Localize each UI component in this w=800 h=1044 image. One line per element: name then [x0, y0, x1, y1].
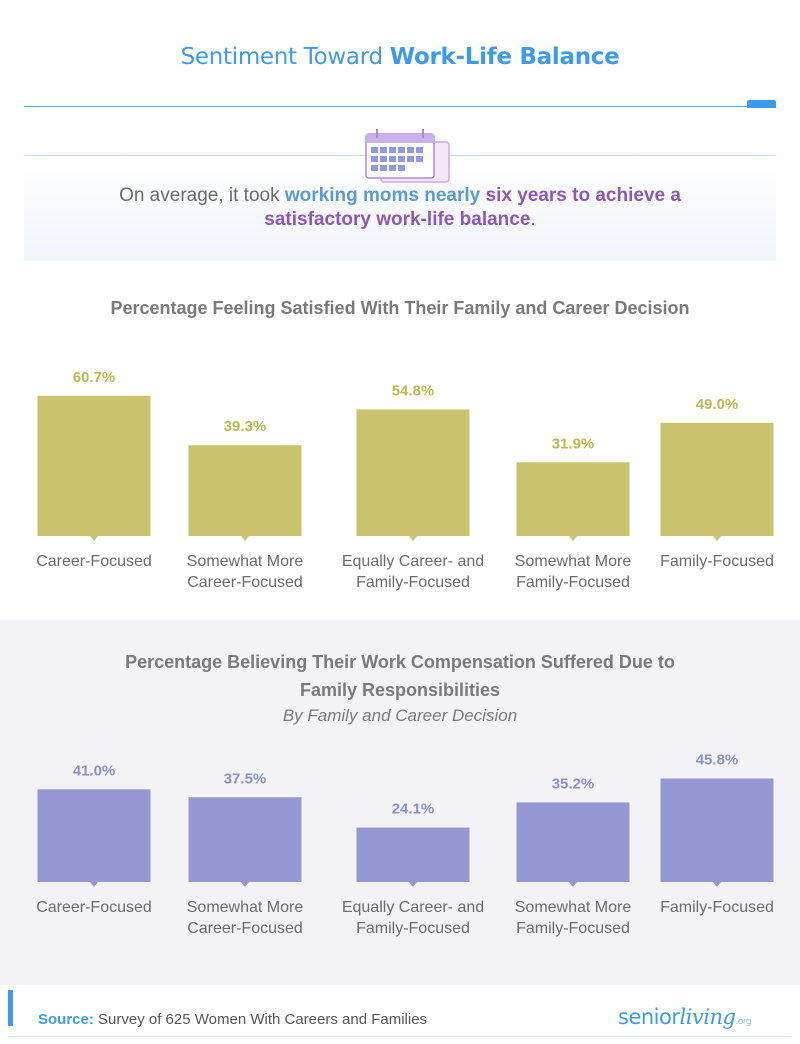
chart-category-label: Career-Focused: [36, 899, 152, 916]
chart-data-label: 37.5%: [224, 770, 267, 787]
callout-highlight-purple: six years to achieve a: [480, 185, 681, 206]
chart-bar: [660, 778, 774, 882]
chart-category-label: Family-Focused: [356, 574, 470, 591]
header-divider-tab: [747, 100, 776, 108]
source-note: Source: Survey of 625 Women With Careers…: [38, 1011, 427, 1028]
chart2-subtitle: By Family and Career Decision: [282, 706, 518, 725]
chart-category-label: Family-Focused: [660, 553, 774, 570]
chart-category-label: Somewhat More: [515, 553, 632, 570]
header-divider: [24, 106, 776, 107]
chart-bar-pointer: [409, 536, 417, 541]
callout-period: .: [530, 209, 536, 230]
chart-bar-pointer: [241, 882, 249, 887]
chart-category-label: Somewhat More: [515, 899, 632, 916]
page-title: Sentiment Toward Work-Life Balance: [0, 44, 800, 70]
chart-data-label: 49.0%: [696, 396, 739, 413]
footer-accent-bar: [8, 990, 13, 1026]
chart-bar: [37, 789, 151, 882]
chart-bar: [188, 797, 302, 882]
chart-category-label: Family-Focused: [516, 574, 630, 591]
chart-bar: [516, 462, 630, 536]
source-text: Survey of 625 Women With Careers and Fam…: [93, 1011, 428, 1028]
title-regular: Sentiment Toward: [180, 44, 390, 70]
chart-data-label: 45.8%: [696, 751, 739, 768]
chart-category-label: Career-Focused: [187, 574, 303, 591]
chart-bar: [660, 422, 774, 536]
chart-bar-pointer: [569, 536, 577, 541]
chart2-title-line-1: Percentage Believing Their Work Compensa…: [125, 652, 675, 672]
chart-bar-pointer: [90, 536, 98, 541]
chart-bar-pointer: [90, 882, 98, 887]
title-bold: Work-Life Balance: [389, 44, 620, 70]
callout-text: On average, it took working moms nearly …: [24, 184, 776, 232]
logo-part-1: senior: [618, 1005, 680, 1029]
chart-category-label: Family-Focused: [356, 920, 470, 937]
chart-category-label: Family-Focused: [516, 920, 630, 937]
callout-part-1: On average, it took: [119, 185, 285, 206]
seniorliving-logo[interactable]: seniorliving.org: [618, 1005, 752, 1029]
chart-bar: [37, 395, 151, 536]
chart-bar-pointer: [409, 882, 417, 887]
chart-data-label: 60.7%: [73, 369, 116, 386]
callout-highlight-blue: working moms nearly: [284, 185, 481, 206]
callout-highlight-purple-2: satisfactory work-life balance: [264, 209, 531, 230]
footer-divider: [8, 1036, 792, 1037]
chart1-title: Percentage Feeling Satisfied With Their …: [110, 298, 690, 318]
logo-part-2: living: [679, 1005, 736, 1029]
chart-bar-pointer: [713, 536, 721, 541]
chart-category-label: Career-Focused: [187, 920, 303, 937]
chart-bar-pointer: [241, 536, 249, 541]
chart-bar-pointer: [569, 882, 577, 887]
chart-category-label: Equally Career- and: [342, 899, 484, 916]
calendar-icon: [365, 129, 450, 183]
chart-data-label: 24.1%: [392, 801, 435, 818]
chart1-satisfaction: 60.7% Career-Focused 39.3% Somewhat More Car…: [36, 369, 774, 591]
chart2-title-line-2: Family Responsibilities: [299, 680, 501, 700]
chart-category-label: Career-Focused: [36, 553, 152, 570]
chart-category-label: Somewhat More: [187, 899, 304, 916]
chart-category-label: Somewhat More: [187, 553, 304, 570]
chart-bar: [188, 445, 302, 536]
chart-bar-pointer: [713, 882, 721, 887]
chart-bar: [516, 802, 630, 882]
source-label: Source:: [38, 1011, 94, 1028]
chart-data-label: 31.9%: [552, 435, 595, 452]
chart-data-label: 39.3%: [224, 418, 267, 435]
chart-data-label: 41.0%: [73, 762, 116, 779]
chart2-compensation: 41.0% Career-Focused 37.5% Somewhat More Car…: [36, 751, 774, 937]
chart-data-label: 54.8%: [392, 382, 435, 399]
chart-category-label: Family-Focused: [660, 899, 774, 916]
chart2-title: Percentage Believing Their Work Compensa…: [0, 648, 800, 704]
logo-suffix: .org: [735, 1017, 752, 1027]
chart-data-label: 35.2%: [552, 775, 595, 792]
chart-bar: [356, 827, 470, 882]
chart-category-label: Equally Career- and: [342, 553, 484, 570]
chart-bar: [356, 409, 470, 536]
